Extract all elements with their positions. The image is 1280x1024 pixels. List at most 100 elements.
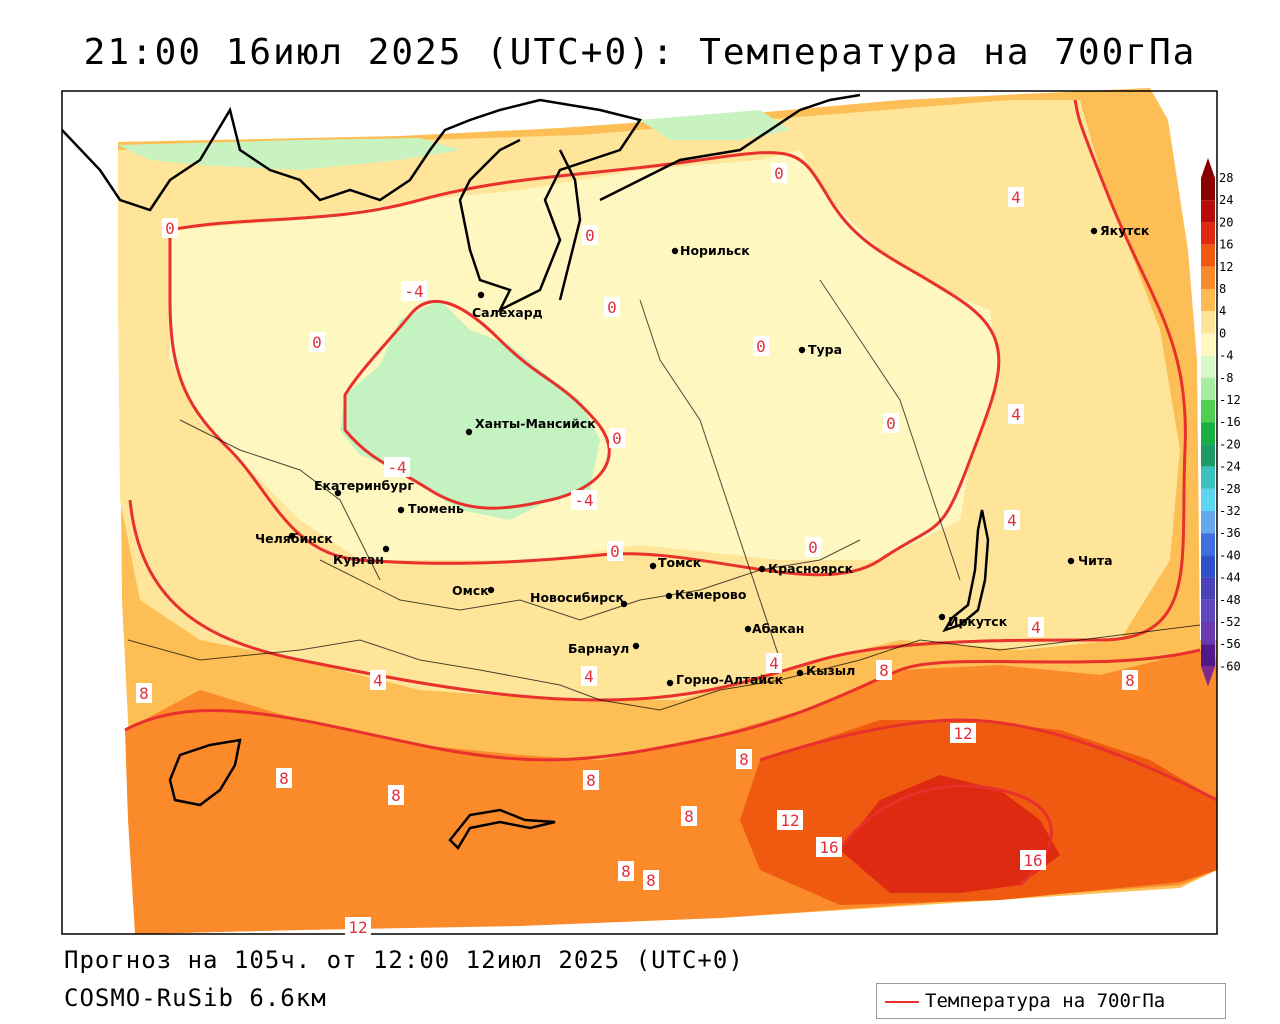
isotherm-label-bg [370,670,386,690]
isotherm-label-bg [384,457,410,477]
city-label: Абакан [752,621,804,636]
isotherm-label-bg [583,770,599,790]
colorbar-swatch [1201,444,1215,467]
isotherm-label-bg [1020,850,1046,870]
isotherm-label: 16 [819,838,838,857]
isotherm-label-bg [162,218,178,238]
colorbar-tick-label: 16 [1219,238,1233,252]
colorbar-swatch [1201,599,1215,622]
isotherm-label-bg [805,537,821,557]
border-regions-2 [639,299,781,661]
colorbar-swatch [1201,178,1215,201]
city-dot [1090,227,1098,235]
isotherm-label-bg [736,749,752,769]
isotherm-label-bg [136,683,152,703]
city-dot [465,428,473,436]
model-name: COSMO-RuSib 6.6км [64,984,327,1012]
isotherm-label: 8 [139,684,149,703]
isotherm-label-bg [766,653,782,673]
city-label: Новосибирск [530,590,625,605]
isotherm-label-bg [618,861,634,881]
colorbar-tick-label: -32 [1219,504,1241,518]
isotherm-0 [168,151,1001,577]
city-dot [744,625,752,633]
city-dot [666,679,674,687]
isotherm-label: 0 [756,337,766,356]
field-kara-cool [640,110,790,140]
colorbar: 28 24 20 16 12 8 4 0 -4 -8 -12 -16 -20 -24 -28 -32 -36 -4… [1201,158,1241,687]
colorbar-swatch [1201,488,1215,511]
isotherm-label-bg [276,768,292,788]
isotherm-label: 0 [886,414,896,433]
colorbar-swatch [1201,533,1215,556]
aral-sea [168,738,242,807]
colorbar-swatch [1201,244,1215,267]
isotherm-label-bg [604,297,620,317]
isotherm-label: 0 [585,226,595,245]
city-label: Челябинск [255,531,333,546]
isotherm-label-bg [777,810,803,830]
city-dot [334,489,342,497]
isotherm-label-bg [950,723,976,743]
coastline-yamal [558,149,582,301]
city-dot [1067,557,1075,565]
isotherm-label: 12 [953,724,972,743]
isotherm-label: 4 [1031,618,1041,637]
city-dot [288,532,296,540]
isotherm-label-bg [571,490,597,510]
colorbar-tick-label: 8 [1219,282,1226,296]
isotherm-label: 0 [774,164,784,183]
isotherm-label: 4 [1007,511,1017,530]
colorbar-tick-label: -36 [1219,526,1241,540]
colorbar-tick-label: -44 [1219,571,1241,585]
isotherm-label: 8 [739,750,749,769]
colorbar-swatch [1201,333,1215,356]
isotherm-label: 8 [879,661,889,680]
colorbar-swatch [1201,222,1215,245]
colorbar-swatch [1201,400,1215,423]
isotherm-label-bg [1008,187,1024,207]
isotherm-label: 0 [612,429,622,448]
colorbar-tick-label: -48 [1219,593,1241,607]
isotherm-label-bg [1008,404,1024,424]
lake-baikal [942,509,990,633]
isotherm-label: 8 [684,807,694,826]
isotherm-label: -4 [387,458,406,477]
border-south [127,624,1201,711]
isotherm-label: 8 [1125,671,1135,690]
isotherm-label-bg [883,413,899,433]
colorbar-swatch [1201,355,1215,378]
colorbar-tick-label: 4 [1219,304,1226,318]
isotherm-label-bg [876,660,892,680]
city-dot [632,642,640,650]
city-label: Салехард [472,305,543,320]
isotherm-label: 0 [165,219,175,238]
colorbar-swatch [1201,422,1215,445]
colorbar-swatch [1201,289,1215,312]
isotherm-label-bg [1122,670,1138,690]
colorbar-swatch [1201,377,1215,400]
city-label: Красноярск [768,561,854,576]
isotherm-label: 0 [610,542,620,561]
isotherm-label: 4 [1011,188,1021,207]
isotherm-label: 16 [1023,851,1042,870]
colorbar-top-arrow [1201,158,1215,178]
isotherm-label: 8 [279,769,289,788]
border-regions-3 [819,279,961,581]
colorbar-tick-label: 28 [1219,171,1233,185]
city-label: Курган [333,552,384,567]
colorbar-swatch [1201,266,1215,289]
colorbar-tick-label: -12 [1219,393,1241,407]
isotherm-label: 4 [1011,405,1021,424]
colorbar-tick-label: 0 [1219,326,1226,340]
border-regions-4 [179,419,381,581]
city-dot [798,346,806,354]
isotherm-label: 0 [312,333,322,352]
city-label: Омск [452,583,489,598]
legend: Температура на 700гПа [876,983,1226,1019]
city-label: Горно-Алтайск [676,672,784,687]
colorbar-tick-label: -52 [1219,615,1241,629]
city-dot [665,592,673,600]
isotherm-label-bg [345,917,371,937]
